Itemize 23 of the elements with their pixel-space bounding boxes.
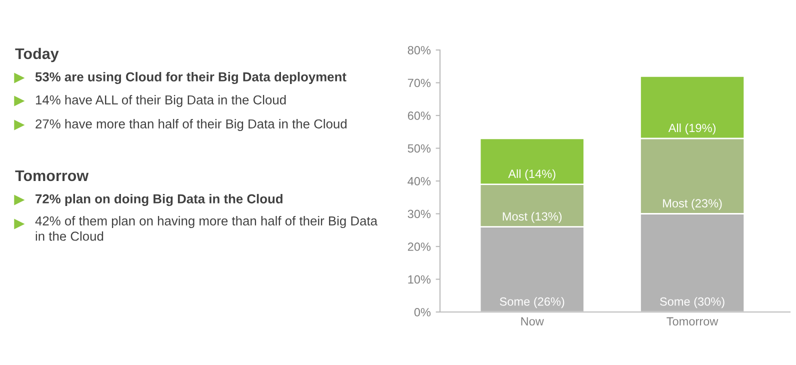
text: Today (15, 48, 59, 62)
text: 72% plan on doing Big Data in the Cloud (36, 194, 282, 206)
y-tick-label: 50% (408, 144, 431, 153)
data-label: Some (30%) (660, 297, 724, 308)
x-tick-label: Now (521, 317, 544, 326)
y-tick-label: 30% (408, 210, 431, 218)
text: 14% have ALL of their Big Data in the Cloud (36, 94, 286, 108)
y-tick-label: 70% (408, 78, 431, 88)
text: 53% are using Cloud for their Big Data deployment (35, 72, 346, 84)
data-label: Most (23%) (663, 198, 722, 210)
y-tick-label: 20% (408, 242, 431, 251)
data-label: Some (26%) (500, 297, 564, 308)
y-tick-label: 10% (408, 275, 431, 284)
data-label: All (14%) (508, 169, 556, 180)
data-label: All (19%) (668, 123, 716, 134)
text: Tomorrow (15, 170, 89, 182)
text: 42% of them plan on having more than half of their Big Data in the Cloud (35, 216, 378, 241)
text: 27% have more than half of their Big Data in the Cloud (36, 118, 347, 132)
y-tick-label: 60% (408, 112, 431, 120)
y-tick-label: 80% (408, 46, 431, 54)
y-tick-label: 0% (414, 308, 431, 316)
data-label: Most (13%) (502, 212, 562, 223)
y-tick-label: 40% (408, 177, 431, 186)
